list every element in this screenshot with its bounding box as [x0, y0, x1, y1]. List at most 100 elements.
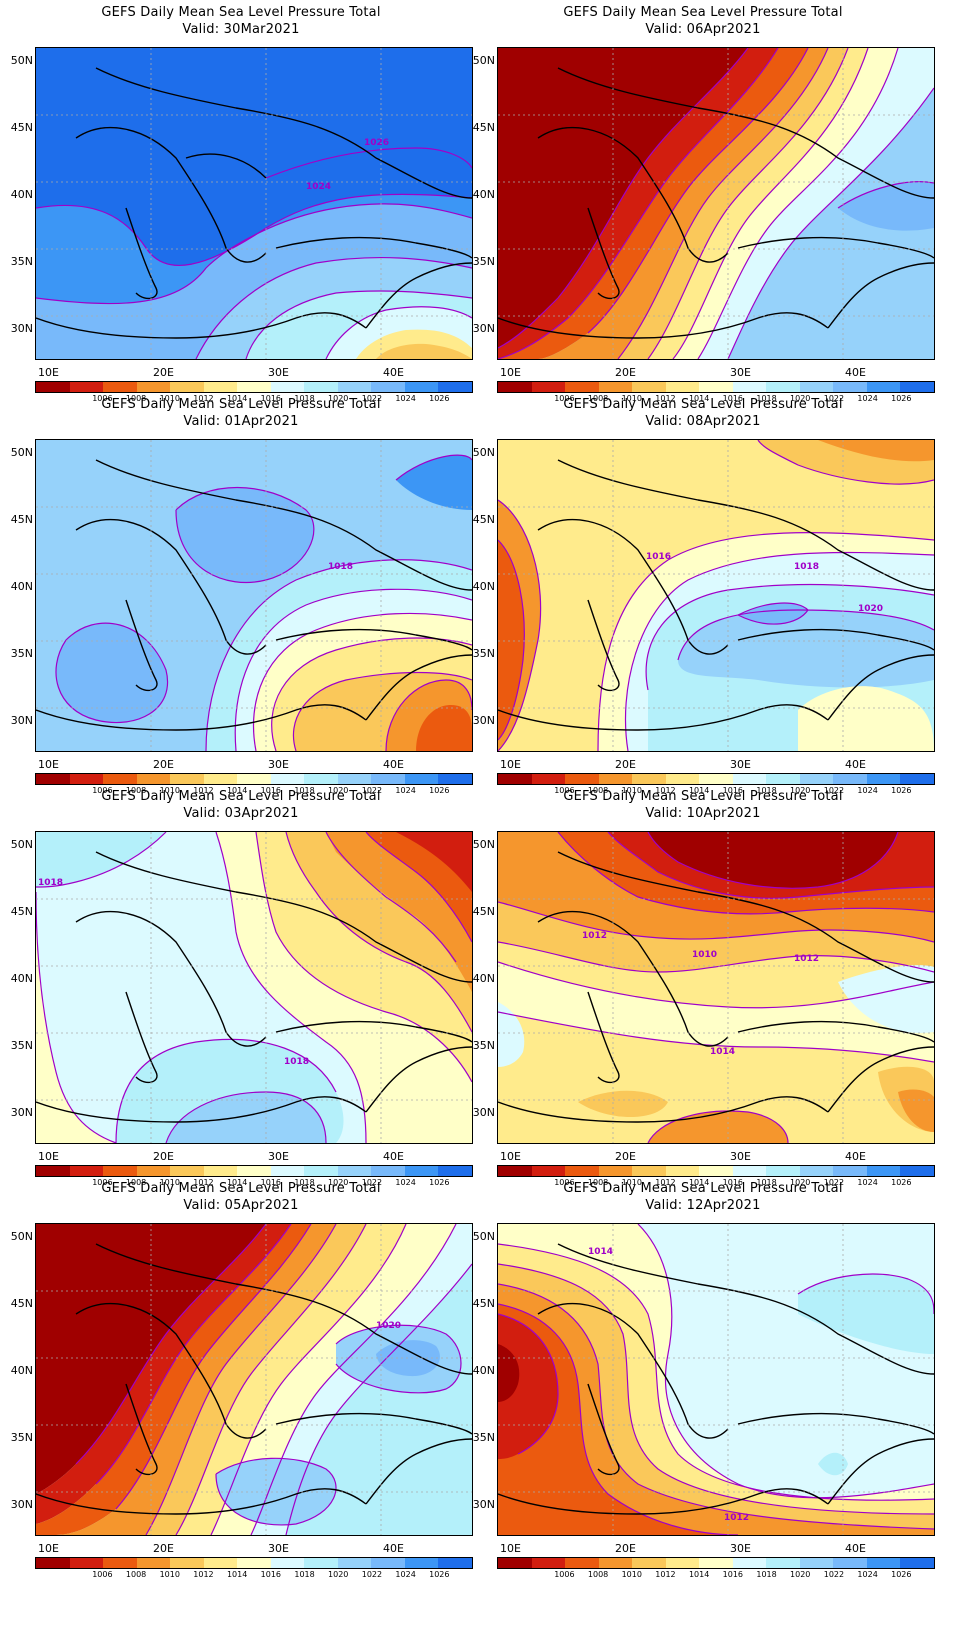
lon-label: 20E	[615, 1542, 636, 1555]
legend-swatch	[766, 1558, 800, 1568]
legend-label: 1018	[294, 394, 315, 403]
legend-swatch	[170, 774, 204, 784]
contour-label: 1014	[710, 1047, 735, 1057]
legend-label: 1008	[125, 1570, 147, 1579]
legend-label: 1012	[655, 1570, 676, 1579]
legend-label: 1010	[621, 786, 642, 795]
legend-swatch	[170, 382, 204, 392]
legend-label: 1006	[92, 1570, 113, 1579]
legend-swatch	[404, 382, 439, 392]
legend-swatch	[565, 774, 599, 784]
lat-label: 30N	[472, 1498, 495, 1511]
lon-label: 10E	[500, 1542, 521, 1555]
lon-label: 10E	[500, 1150, 521, 1163]
lat-label: 40N	[10, 188, 33, 201]
legend-label: 1024	[857, 394, 878, 403]
lon-label: 20E	[615, 758, 636, 771]
map-panel-12apr: GEFS Daily Mean Sea Level Pressure Total…	[462, 1176, 944, 1586]
lon-label: 10E	[500, 366, 521, 379]
legend-label: 1024	[395, 1570, 416, 1579]
legend-swatch	[136, 1166, 171, 1176]
legend-label: 1022	[823, 1178, 845, 1187]
panel-valid-date: Valid: 03Apr2021	[183, 806, 299, 821]
panel-title: GEFS Daily Mean Sea Level Pressure Total	[101, 789, 381, 804]
lon-label: 20E	[153, 1542, 174, 1555]
color-legend-bar	[497, 1165, 935, 1177]
legend-swatch	[531, 774, 566, 784]
lat-label: 35N	[472, 1039, 495, 1052]
lat-label: 40N	[10, 972, 33, 985]
legend-label: 1022	[361, 786, 383, 795]
legend-swatch	[337, 1166, 372, 1176]
legend-swatch	[170, 1558, 204, 1568]
legend-label: 1014	[226, 1178, 248, 1187]
legend-swatch	[36, 1558, 70, 1568]
panel-title: GEFS Daily Mean Sea Level Pressure Total	[101, 1181, 381, 1196]
legend-swatch	[237, 1166, 271, 1176]
pressure-map: 1020	[35, 1223, 473, 1536]
lat-label: 30N	[10, 714, 33, 727]
legend-label: 1020	[790, 786, 811, 795]
legend-swatch	[371, 382, 405, 392]
pressure-map: 1016 1018 1020	[497, 439, 935, 752]
lon-label: 20E	[615, 1150, 636, 1163]
legend-swatch	[103, 774, 137, 784]
contour-label: 1018	[328, 562, 353, 572]
lat-label: 30N	[10, 322, 33, 335]
legend-swatch	[69, 1166, 104, 1176]
legend-swatch	[732, 774, 767, 784]
legend-label: 1012	[193, 786, 214, 795]
panel-title: GEFS Daily Mean Sea Level Pressure Total	[101, 397, 381, 412]
lon-label: 30E	[268, 1150, 289, 1163]
legend-swatch	[866, 774, 901, 784]
contour-label: 1012	[724, 1513, 749, 1523]
map-panel-05apr: GEFS Daily Mean Sea Level Pressure Total…	[0, 1176, 482, 1586]
lon-label: 40E	[383, 366, 404, 379]
legend-swatch	[531, 1558, 566, 1568]
legend-swatch	[237, 774, 271, 784]
legend-swatch	[404, 774, 439, 784]
lat-label: 30N	[472, 322, 495, 335]
panel-valid-date: Valid: 30Mar2021	[182, 22, 300, 37]
legend-swatch	[337, 774, 372, 784]
legend-swatch	[69, 1558, 104, 1568]
legend-swatch	[699, 1558, 733, 1568]
legend-label: 1020	[790, 394, 811, 403]
legend-label: 1016	[722, 394, 744, 403]
lat-label: 40N	[472, 1364, 495, 1377]
contour-label: 1010	[692, 950, 717, 960]
legend-label: 1020	[328, 1570, 349, 1579]
lat-label: 35N	[472, 255, 495, 268]
color-legend-bar	[35, 1165, 473, 1177]
legend-swatch	[203, 774, 238, 784]
pressure-map: 1018	[35, 439, 473, 752]
lat-label: 50N	[472, 1230, 495, 1243]
legend-label: 1026	[429, 786, 450, 795]
color-legend-bar	[35, 773, 473, 785]
legend-swatch	[170, 1166, 204, 1176]
contour-label: 1016	[646, 552, 671, 562]
color-legend-labels: 1006 1008 1010 1012 1014 1016 1018 1020 1022 1024…	[497, 1178, 935, 1188]
legend-swatch	[598, 774, 633, 784]
legend-swatch	[699, 1166, 733, 1176]
lon-label: 30E	[268, 758, 289, 771]
panel-valid-date: Valid: 12Apr2021	[645, 1198, 761, 1213]
contour-label: 1014	[588, 1247, 613, 1257]
panel-title: GEFS Daily Mean Sea Level Pressure Total	[563, 1181, 843, 1196]
lon-label: 30E	[730, 366, 751, 379]
legend-swatch	[665, 1558, 700, 1568]
legend-swatch	[438, 774, 472, 784]
legend-label: 1024	[857, 1178, 878, 1187]
contour-label: 1020	[376, 1321, 401, 1331]
lon-label: 20E	[153, 1150, 174, 1163]
legend-label: 1012	[655, 1178, 676, 1187]
lat-label: 50N	[10, 838, 33, 851]
color-legend-bar	[497, 381, 935, 393]
legend-label: 1014	[226, 394, 248, 403]
legend-swatch	[438, 1166, 472, 1176]
legend-swatch	[498, 1558, 532, 1568]
legend-swatch	[699, 382, 733, 392]
lat-label: 40N	[472, 972, 495, 985]
legend-swatch	[766, 774, 800, 784]
legend-swatch	[632, 382, 666, 392]
